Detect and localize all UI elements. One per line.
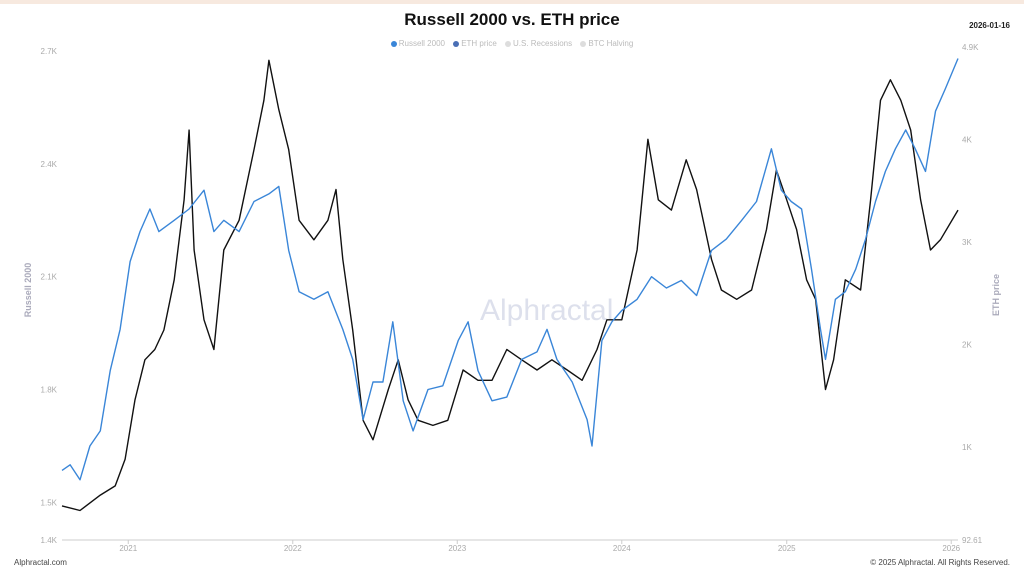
footer-site: Alphractal.com: [14, 558, 67, 567]
russell-marker-icon: [390, 40, 397, 47]
x-tick: 2025: [778, 544, 796, 553]
legend-recessions[interactable]: U.S. Recessions: [505, 39, 572, 48]
recessions-marker-icon: [505, 40, 511, 47]
legend-russell[interactable]: Russell 2000: [390, 39, 445, 48]
eth-price-line: [61, 59, 959, 512]
y-left-tick: 2.1K: [41, 273, 58, 282]
legend-label: ETH price: [461, 39, 497, 48]
legend-label: U.S. Recessions: [513, 39, 573, 48]
chart-title: Russell 2000 vs. ETH price: [404, 10, 620, 29]
y-right-tick: 2K: [962, 340, 972, 349]
y-left-tick: 1.8K: [41, 386, 58, 395]
y-right-label: ETH price: [991, 274, 1001, 317]
footer-copyright: © 2025 Alphractal. All Rights Reserved.: [870, 558, 1010, 567]
x-tick: 2021: [119, 544, 137, 553]
legend-btc-halving[interactable]: BTC Halving: [580, 39, 633, 48]
chart-date: 2026-01-16: [969, 21, 1010, 30]
x-tick: 2026: [942, 544, 960, 553]
y-left-tick: 1.4K: [41, 536, 58, 545]
y-left-tick: 1.5K: [41, 498, 58, 507]
y-right-tick: 92.61: [962, 536, 983, 545]
y-right-tick: 4.9K: [962, 43, 979, 52]
watermark: Alphractal: [480, 294, 613, 327]
y-left-tick: 2.4K: [41, 160, 58, 169]
legend-label: BTC Halving: [588, 39, 634, 48]
x-tick: 2023: [448, 544, 466, 553]
russell-2000-line: [61, 58, 959, 481]
y-left-label: Russell 2000: [23, 262, 33, 318]
legend: Russell 2000 ETH price U.S. Recessions B…: [0, 39, 1024, 48]
legend-label: Russell 2000: [398, 39, 445, 48]
eth-marker-icon: [453, 40, 460, 47]
y-left-tick: 2.7K: [41, 47, 58, 56]
halving-marker-icon: [580, 40, 587, 47]
x-tick: 2022: [284, 544, 302, 553]
y-right-tick: 1K: [962, 443, 972, 452]
y-right-tick: 4K: [962, 135, 972, 144]
y-right-tick: 3K: [962, 238, 972, 247]
legend-eth[interactable]: ETH price: [453, 39, 497, 48]
x-tick: 2024: [613, 544, 631, 553]
top-accent-bar: [0, 0, 1024, 4]
